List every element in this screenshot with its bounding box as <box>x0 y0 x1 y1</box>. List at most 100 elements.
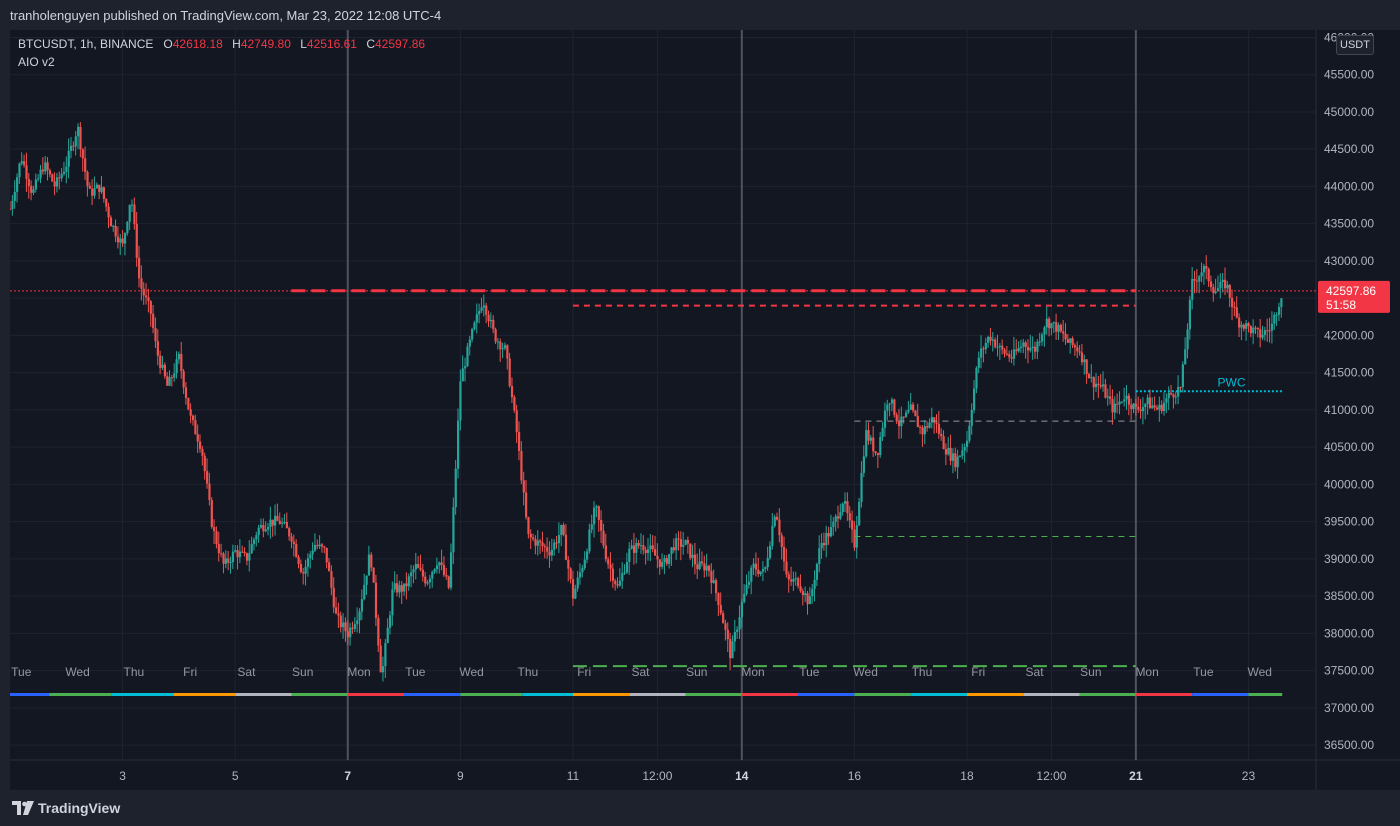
candle-body <box>454 468 457 508</box>
price-chart[interactable]: 36500.00 37000.00 37500.00 38000.00 38500.00… <box>10 30 1400 790</box>
candle-body <box>1134 403 1138 407</box>
candle-body <box>553 542 556 550</box>
candle-body <box>196 434 199 442</box>
candle-body <box>520 450 523 481</box>
candle-body <box>276 515 279 521</box>
y-tick-label: 41500.00 <box>1324 366 1374 380</box>
candle-body <box>1069 338 1072 343</box>
candle-body <box>707 565 711 572</box>
candle-body <box>832 521 835 528</box>
indicator-label[interactable]: AIO v2 <box>18 55 55 69</box>
candle-body <box>705 565 708 571</box>
candle-body <box>400 585 403 592</box>
candle-body <box>159 355 162 368</box>
high-value: 42749.80 <box>240 37 291 51</box>
candle-body <box>764 567 767 570</box>
candle-body <box>203 455 206 472</box>
candle-body <box>278 520 281 524</box>
candle-body <box>937 423 941 434</box>
candle-body <box>567 559 570 569</box>
candle-body <box>1207 268 1210 282</box>
candle-body <box>1132 403 1135 409</box>
candle-body <box>128 204 131 222</box>
candle-body <box>475 314 478 323</box>
candle-body <box>522 480 525 493</box>
candle-body <box>930 417 933 423</box>
candle-body <box>1076 347 1079 352</box>
price-axis-background <box>1316 30 1400 790</box>
candle-body <box>344 622 347 632</box>
candle-body <box>935 422 938 424</box>
candle-body <box>1029 348 1032 351</box>
candle-body <box>644 550 647 553</box>
currency-button[interactable]: USDT <box>1336 35 1374 55</box>
open-value: 42618.18 <box>172 37 223 51</box>
candle-body <box>583 559 586 569</box>
symbol-label[interactable]: BTCUSDT, 1h, BINANCE <box>18 37 154 51</box>
candle-body <box>1205 266 1208 269</box>
candle-body <box>665 558 668 564</box>
candle-body <box>1238 317 1241 328</box>
candle-body <box>555 542 558 544</box>
candle-body <box>1003 349 1006 354</box>
candle-body <box>860 472 863 502</box>
candle-body <box>731 641 734 659</box>
candle-body <box>69 145 73 151</box>
weekday-label: Tue <box>405 665 426 679</box>
candle-body <box>152 313 155 328</box>
candle-body <box>532 537 535 540</box>
candle-body <box>1212 287 1215 293</box>
candle-body <box>1090 377 1093 379</box>
candle-body <box>895 414 898 422</box>
tradingview-brand[interactable]: TradingView <box>12 800 120 816</box>
candle-body <box>44 162 47 172</box>
candle-body <box>949 447 952 461</box>
candle-body <box>499 341 502 350</box>
candles-group <box>10 122 1283 682</box>
candle-body <box>1214 291 1217 293</box>
candle-body <box>1048 318 1051 329</box>
candle-body <box>1005 353 1009 355</box>
candle-body <box>773 516 776 527</box>
candle-body <box>886 404 889 411</box>
candle-body <box>1151 405 1154 409</box>
candle-body <box>496 341 500 343</box>
weekday-label: Sun <box>1080 665 1101 679</box>
candle-body <box>893 399 896 415</box>
candle-body <box>729 639 732 659</box>
candle-body <box>1001 345 1004 350</box>
candle-body <box>799 586 802 592</box>
weekday-label: Sat <box>237 665 256 679</box>
candle-body <box>1071 338 1074 346</box>
x-tick-label: 5 <box>232 769 239 783</box>
candle-body <box>630 545 633 549</box>
x-tick-label: 12:00 <box>1036 769 1066 783</box>
candle-body <box>55 177 59 187</box>
candle-body <box>1125 395 1128 400</box>
candle-body <box>1104 384 1107 398</box>
chart-area[interactable]: 36500.00 37000.00 37500.00 38000.00 38500.00… <box>10 30 1400 790</box>
candle-body <box>1031 346 1034 349</box>
candle-body <box>1268 330 1271 332</box>
candle-body <box>1155 407 1159 410</box>
weekday-label: Mon <box>347 665 370 679</box>
weekday-label: Wed <box>1247 665 1271 679</box>
candle-body <box>607 559 610 565</box>
candle-body <box>632 545 636 553</box>
candle-body <box>527 517 530 534</box>
y-tick-label: 39500.00 <box>1324 515 1374 529</box>
candle-body <box>304 566 307 574</box>
candle-body <box>1102 384 1105 387</box>
candle-body <box>637 543 640 546</box>
candle-body <box>745 584 748 594</box>
candle-body <box>790 579 793 582</box>
weekday-label: Wed <box>459 665 483 679</box>
candle-body <box>74 136 77 147</box>
candle-body <box>1200 272 1203 277</box>
candle-body <box>778 519 781 536</box>
candle-body <box>897 421 901 427</box>
candle-body <box>874 451 877 454</box>
candle-body <box>210 500 213 528</box>
candle-body <box>208 483 211 501</box>
candle-body <box>951 453 955 461</box>
